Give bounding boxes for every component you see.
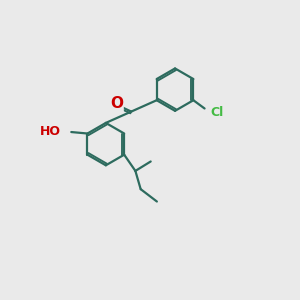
Text: Cl: Cl <box>210 106 223 118</box>
Text: HO: HO <box>40 125 61 138</box>
Text: O: O <box>110 96 123 111</box>
